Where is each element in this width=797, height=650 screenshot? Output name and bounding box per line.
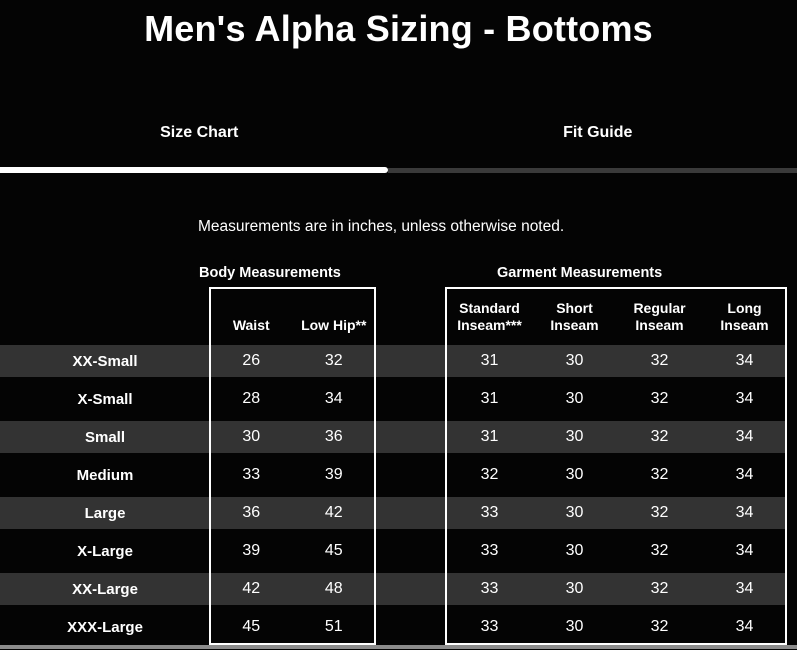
waist-value: 36 xyxy=(242,504,261,521)
long-inseam-value: 34 xyxy=(735,542,754,559)
size-column-header xyxy=(0,287,210,342)
page-title: Men's Alpha Sizing - Bottoms xyxy=(144,8,653,49)
column-header-short-inseam: Short Inseam xyxy=(550,300,599,334)
low-hip-value: 45 xyxy=(324,542,343,559)
tab-bar: Size Chart Fit Guide xyxy=(0,120,797,146)
low-hip-value: 39 xyxy=(324,466,343,483)
size-label: Medium xyxy=(76,466,134,484)
standard-inseam-value: 32 xyxy=(480,466,499,483)
waist-value: 39 xyxy=(242,542,261,559)
long-inseam-value: 34 xyxy=(735,580,754,597)
low-hip-value: 34 xyxy=(324,390,343,407)
regular-inseam-value: 32 xyxy=(650,352,669,369)
standard-inseam-value: 33 xyxy=(480,542,499,559)
column-gap xyxy=(375,287,447,342)
table-row: Small 30 36 31 30 32 34 xyxy=(0,418,787,456)
standard-inseam-value: 31 xyxy=(480,352,499,369)
column-header-low-hip: Low Hip** xyxy=(301,317,367,334)
regular-inseam-value: 32 xyxy=(650,542,669,559)
size-table-rows: XX-Small 26 32 31 30 32 34 X-Small 28 34… xyxy=(0,342,787,646)
bottom-divider xyxy=(0,645,797,649)
waist-value: 45 xyxy=(242,618,261,635)
short-inseam-value: 30 xyxy=(565,390,584,407)
regular-inseam-value: 32 xyxy=(650,504,669,521)
size-label: XXX-Large xyxy=(67,618,143,636)
table-row: X-Small 28 34 31 30 32 34 xyxy=(0,380,787,418)
standard-inseam-value: 31 xyxy=(480,428,499,445)
size-label: Large xyxy=(84,504,126,522)
long-inseam-value: 34 xyxy=(735,504,754,521)
long-inseam-value: 34 xyxy=(735,428,754,445)
column-header-regular-inseam: Regular Inseam xyxy=(633,300,686,334)
size-label: X-Large xyxy=(77,542,133,560)
column-gap xyxy=(375,342,447,380)
waist-value: 33 xyxy=(242,466,261,483)
body-measurements-label: Body Measurements xyxy=(199,265,341,281)
column-gap xyxy=(375,418,447,456)
table-row: XXX-Large 45 51 33 30 32 34 xyxy=(0,608,787,646)
low-hip-value: 36 xyxy=(324,428,343,445)
regular-inseam-value: 32 xyxy=(650,580,669,597)
column-header-row: Waist Low Hip** Standard Inseam*** Short… xyxy=(0,287,787,342)
column-gap xyxy=(375,608,447,646)
low-hip-value: 42 xyxy=(324,504,343,521)
column-gap xyxy=(375,570,447,608)
column-gap xyxy=(375,456,447,494)
waist-value: 30 xyxy=(242,428,261,445)
tab-underline xyxy=(0,167,797,173)
waist-value: 42 xyxy=(242,580,261,597)
column-header-waist: Waist xyxy=(232,317,270,334)
garment-measurements-label: Garment Measurements xyxy=(497,265,663,281)
long-inseam-value: 34 xyxy=(735,390,754,407)
column-header-long-inseam: Long Inseam xyxy=(720,300,769,334)
standard-inseam-value: 31 xyxy=(480,390,499,407)
table-row: XX-Large 42 48 33 30 32 34 xyxy=(0,570,787,608)
long-inseam-value: 34 xyxy=(735,466,754,483)
low-hip-value: 51 xyxy=(324,618,343,635)
low-hip-value: 48 xyxy=(324,580,343,597)
table-row: Medium 33 39 32 30 32 34 xyxy=(0,456,787,494)
short-inseam-value: 30 xyxy=(565,504,584,521)
size-label: XX-Small xyxy=(72,352,138,370)
short-inseam-value: 30 xyxy=(565,466,584,483)
units-note: Measurements are in inches, unless other… xyxy=(198,218,565,235)
column-gap xyxy=(375,380,447,418)
short-inseam-value: 30 xyxy=(565,542,584,559)
tab-fit-guide[interactable]: Fit Guide xyxy=(563,124,633,141)
table-row: Large 36 42 33 30 32 34 xyxy=(0,494,787,532)
column-gap xyxy=(375,494,447,532)
table-row: XX-Small 26 32 31 30 32 34 xyxy=(0,342,787,380)
long-inseam-value: 34 xyxy=(735,618,754,635)
regular-inseam-value: 32 xyxy=(650,390,669,407)
short-inseam-value: 30 xyxy=(565,352,584,369)
active-tab-indicator xyxy=(0,167,388,173)
short-inseam-value: 30 xyxy=(565,618,584,635)
table-row: X-Large 39 45 33 30 32 34 xyxy=(0,532,787,570)
long-inseam-value: 34 xyxy=(735,352,754,369)
regular-inseam-value: 32 xyxy=(650,428,669,445)
waist-value: 26 xyxy=(242,352,261,369)
column-header-standard-inseam: Standard Inseam*** xyxy=(457,300,522,334)
column-gap xyxy=(375,532,447,570)
tab-size-chart[interactable]: Size Chart xyxy=(160,124,239,141)
standard-inseam-value: 33 xyxy=(480,580,499,597)
standard-inseam-value: 33 xyxy=(480,504,499,521)
size-label: X-Small xyxy=(77,390,133,408)
size-label: Small xyxy=(84,428,126,446)
short-inseam-value: 30 xyxy=(565,428,584,445)
regular-inseam-value: 32 xyxy=(650,466,669,483)
low-hip-value: 32 xyxy=(324,352,343,369)
standard-inseam-value: 33 xyxy=(480,618,499,635)
size-label: XX-Large xyxy=(72,580,138,598)
waist-value: 28 xyxy=(242,390,261,407)
inactive-tab-track xyxy=(388,168,797,173)
regular-inseam-value: 32 xyxy=(650,618,669,635)
short-inseam-value: 30 xyxy=(565,580,584,597)
